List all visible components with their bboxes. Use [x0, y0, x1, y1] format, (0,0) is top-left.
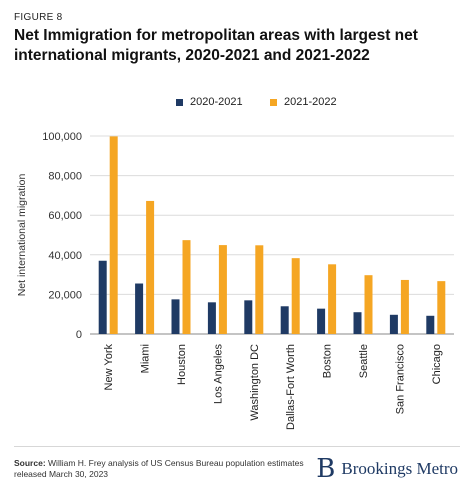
footer-divider — [14, 446, 460, 447]
legend-label-2021-2022: 2021-2022 — [284, 96, 337, 108]
x-tick-label: Dallas-Fort Worth — [285, 344, 297, 430]
x-tick-label: Washington DC — [249, 344, 261, 421]
x-tick-label: Los Angeles — [212, 344, 224, 404]
bar-2020-2021-houston — [171, 299, 180, 334]
logo-mark: B — [316, 454, 336, 484]
bar-2020-2021-new-york — [98, 260, 107, 334]
bar-2021-2022-los-angeles — [218, 245, 227, 334]
x-tick-label: New York — [103, 344, 115, 391]
bar-2020-2021-washington-dc — [244, 300, 253, 334]
x-tick-label: Houston — [176, 344, 188, 385]
bar-2021-2022-chicago — [437, 281, 446, 334]
bar-2020-2021-seattle — [353, 312, 362, 334]
brookings-logo: B Brookings Metro — [316, 456, 458, 482]
source-note: Source: William H. Frey analysis of US C… — [14, 458, 304, 480]
bar-2021-2022-new-york — [109, 136, 118, 334]
x-tick-label: Miami — [140, 344, 152, 373]
x-tick-label: Chicago — [431, 344, 443, 384]
bar-2020-2021-san-francisco — [389, 314, 398, 334]
y-axis-label: Net international migration — [16, 174, 28, 297]
bar-2020-2021-los-angeles — [207, 302, 216, 334]
bar-2020-2021-chicago — [426, 315, 435, 334]
x-tick-label: San Francisco — [394, 344, 406, 414]
bar-2021-2022-san-francisco — [400, 279, 409, 334]
source-label: Source: — [14, 458, 46, 468]
legend-swatch-2021-2022 — [270, 98, 277, 106]
y-tick-label: 100,000 — [42, 131, 82, 143]
y-tick-label: 40,000 — [48, 250, 82, 262]
legend: 2020-2021 2021-2022 — [0, 96, 474, 112]
bar-2021-2022-washington-dc — [255, 245, 264, 334]
bar-2021-2022-seattle — [364, 275, 373, 334]
legend-item-2020-2021: 2020-2021 — [176, 96, 243, 108]
x-tick-label: Boston — [322, 344, 334, 378]
source-text: William H. Frey analysis of US Census Bu… — [14, 458, 304, 479]
x-tick-label: Seattle — [358, 344, 370, 378]
y-tick-label: 0 — [76, 329, 82, 341]
bar-2020-2021-miami — [135, 283, 144, 334]
bar-2021-2022-dallas-fort-worth — [291, 258, 300, 334]
chart-title: Net Immigration for metropolitan areas w… — [14, 27, 418, 64]
legend-item-2021-2022: 2021-2022 — [270, 96, 337, 108]
bar-2021-2022-houston — [182, 240, 191, 334]
y-tick-label: 80,000 — [48, 171, 82, 183]
logo-text: Brookings Metro — [341, 459, 458, 478]
y-tick-label: 60,000 — [48, 210, 82, 222]
bar-2020-2021-boston — [317, 308, 326, 334]
bar-2021-2022-boston — [328, 264, 337, 334]
legend-label-2020-2021: 2020-2021 — [190, 96, 243, 108]
figure-label: FIGURE 8 — [14, 12, 63, 23]
bar-2020-2021-dallas-fort-worth — [280, 306, 289, 334]
y-tick-label: 20,000 — [48, 289, 82, 301]
legend-swatch-2020-2021 — [176, 98, 183, 106]
bar-chart: 0 20,000 40,000 60,000 80,000 100,000 Net inte… — [16, 131, 454, 430]
bar-2021-2022-miami — [146, 200, 155, 334]
